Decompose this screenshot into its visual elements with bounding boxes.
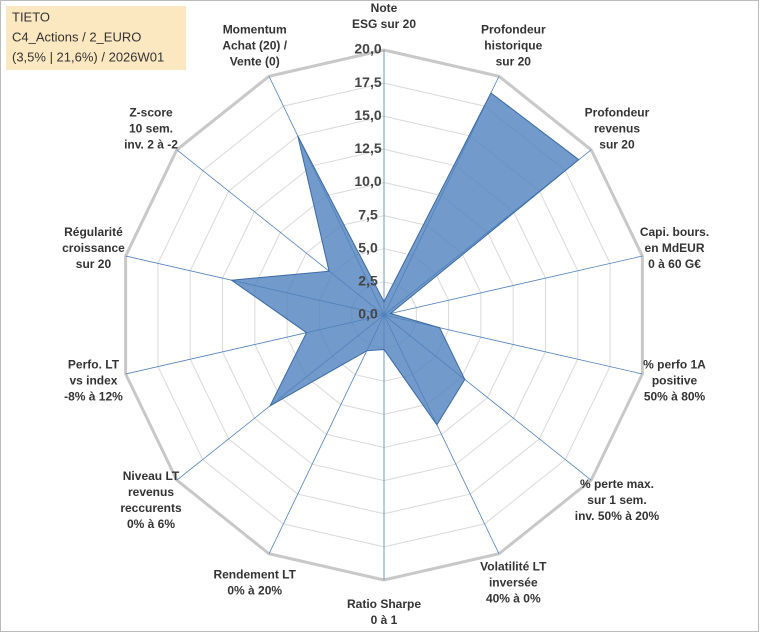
r-tick-label: 0,0 bbox=[358, 306, 378, 322]
axis-label: % perte max. bbox=[580, 477, 654, 491]
axis-label: vs index bbox=[69, 373, 117, 387]
axis-label: inv. 2 à -2 bbox=[124, 137, 178, 151]
r-tick-label: 2,5 bbox=[358, 273, 378, 289]
axis-label: 40% à 0% bbox=[486, 592, 541, 606]
r-tick-label: 7,5 bbox=[358, 206, 378, 222]
axis-spoke bbox=[268, 314, 385, 554]
title-line: C4_Actions / 2_EURO bbox=[12, 29, 141, 44]
r-tick-label: 12,5 bbox=[354, 140, 381, 156]
r-tick-label: 10,0 bbox=[354, 173, 381, 189]
r-tick-label: 17,5 bbox=[354, 74, 381, 90]
axis-label: % perfo 1A bbox=[643, 357, 706, 371]
axis-label: -8% à 12% bbox=[64, 389, 123, 403]
r-tick-label: 20,0 bbox=[354, 41, 381, 57]
axis-label: sur 1 sem. bbox=[587, 493, 646, 507]
axis-label: Profondeur bbox=[481, 23, 546, 37]
axis-label: Profondeur bbox=[585, 105, 650, 119]
axis-label: 10 sem. bbox=[129, 121, 173, 135]
axis-label: inv. 50% à 20% bbox=[575, 509, 660, 523]
r-tick-label: 15,0 bbox=[354, 107, 381, 123]
axis-label: reccurents bbox=[120, 501, 182, 515]
axis-label: sur 20 bbox=[599, 137, 635, 151]
axis-label: Capi. bours. bbox=[640, 225, 709, 239]
axis-label: revenus bbox=[594, 121, 640, 135]
axis-spoke bbox=[383, 255, 643, 316]
title-line: TIETO bbox=[12, 9, 50, 24]
axis-label: croissance bbox=[62, 241, 125, 255]
axis-label: en MdEUR bbox=[645, 241, 705, 255]
axis-label: 0 à 60 G€ bbox=[648, 257, 701, 271]
axis-label: Ratio Sharpe bbox=[347, 597, 421, 611]
axis-label: Volatilité LT bbox=[480, 560, 547, 574]
axis-label: historique bbox=[484, 39, 542, 53]
title-box bbox=[6, 6, 186, 70]
r-tick-label: 5,0 bbox=[358, 239, 378, 255]
axis-label: Perfo. LT bbox=[68, 357, 120, 371]
axis-label: Régularité bbox=[64, 225, 123, 239]
axis-label: Note bbox=[371, 1, 398, 15]
axis-label: sur 20 bbox=[76, 257, 112, 271]
axis-label: revenus bbox=[128, 485, 174, 499]
axis-label: inversée bbox=[489, 576, 538, 590]
axis-label: Rendement LT bbox=[213, 568, 296, 582]
axis-label: Z-score bbox=[129, 105, 173, 119]
axis-label: Niveau LT bbox=[123, 469, 180, 483]
axis-label: 0% à 20% bbox=[227, 584, 282, 598]
axis-label: 50% à 80% bbox=[644, 389, 706, 403]
title-line: (3,5% | 21,6%) / 2026W01 bbox=[12, 49, 164, 64]
axis-label: Achat (20) / bbox=[222, 39, 287, 53]
axis-label: sur 20 bbox=[496, 55, 532, 69]
axis-label: positive bbox=[652, 373, 698, 387]
axis-label: Momentum bbox=[223, 23, 287, 37]
axis-label: 0 à 1 bbox=[371, 613, 398, 627]
axis-label: 0% à 6% bbox=[127, 517, 175, 531]
axis-label: Vente (0) bbox=[230, 55, 280, 69]
radar-area bbox=[230, 92, 580, 426]
axis-label: ESG sur 20 bbox=[352, 17, 416, 31]
